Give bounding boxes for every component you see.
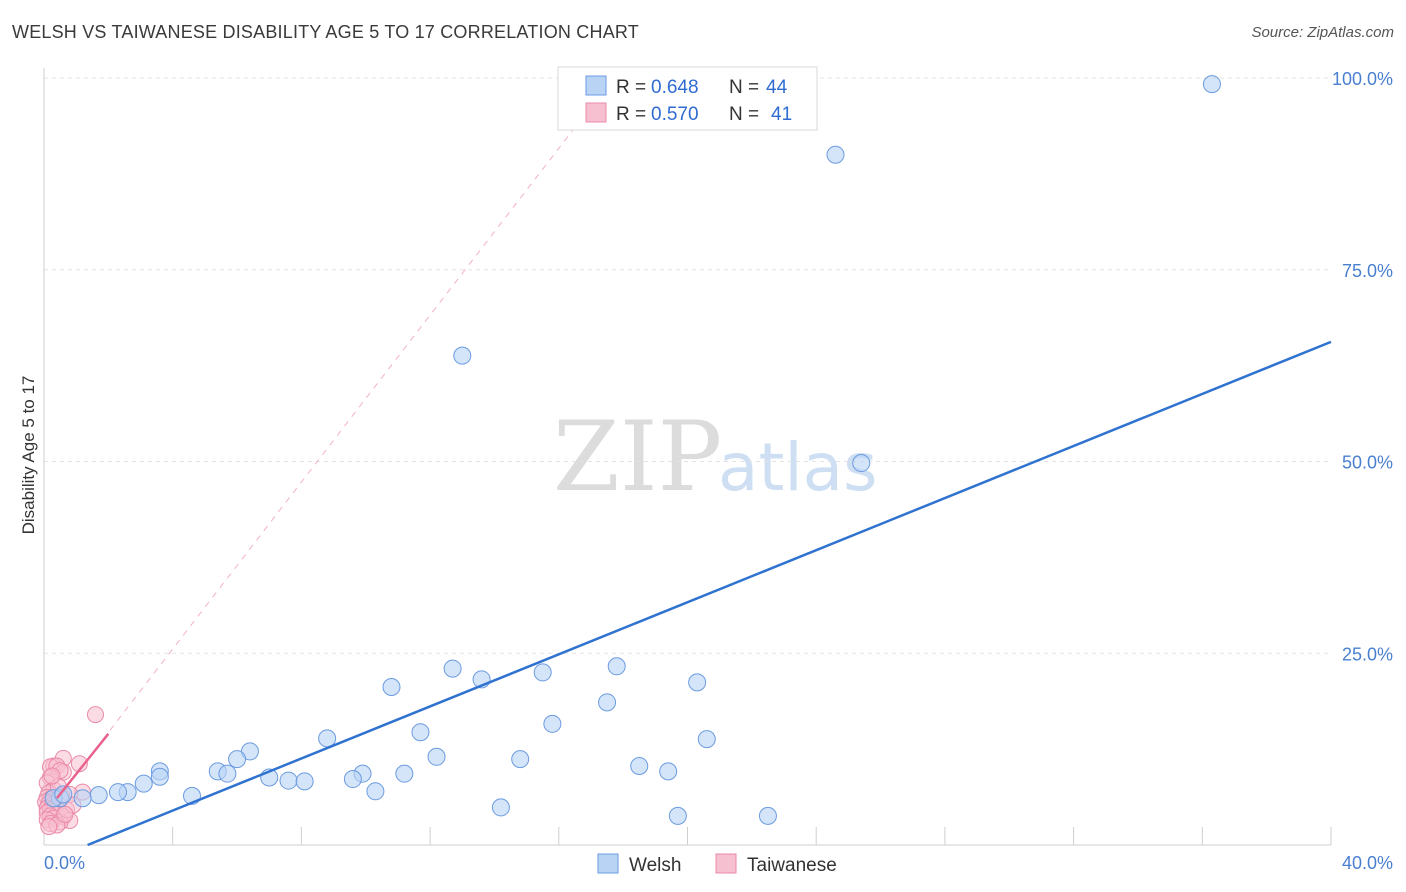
welsh-point xyxy=(295,772,314,791)
watermark-zip: ZIP xyxy=(553,401,722,513)
legend-swatch-taiwanese xyxy=(585,102,607,123)
welsh-point xyxy=(533,663,552,682)
welsh-point xyxy=(491,798,510,817)
welsh-point xyxy=(366,782,385,801)
y-tick-label: 100.0% xyxy=(1332,69,1393,89)
chart-title: WELSH VS TAIWANESE DISABILITY AGE 5 TO 1… xyxy=(12,22,639,42)
x-tick-label-min: 0.0% xyxy=(44,853,85,873)
taiwanese-point xyxy=(86,706,104,724)
bottom-legend-taiwanese: Taiwanese xyxy=(747,855,837,876)
welsh-point xyxy=(73,789,92,808)
welsh-point xyxy=(109,783,128,802)
taiwanese-trendline-extended xyxy=(43,85,608,817)
welsh-point xyxy=(697,730,716,749)
welsh-point xyxy=(443,659,462,678)
welsh-point xyxy=(54,785,73,804)
welsh-point xyxy=(511,750,530,769)
legend-taiwanese-n-value: 41 xyxy=(771,104,792,125)
taiwanese-point xyxy=(40,818,58,836)
welsh-point xyxy=(382,677,401,696)
correlation-legend: R = 0.648 N = 44 R = 0.570 N = 41 xyxy=(557,66,818,131)
welsh-point xyxy=(395,764,414,783)
legend-welsh-r-label: R = xyxy=(616,77,646,98)
welsh-point xyxy=(852,454,871,473)
welsh-point xyxy=(668,806,687,825)
legend-taiwanese-r-value: 0.570 xyxy=(651,104,699,125)
welsh-point xyxy=(427,747,446,766)
welsh-point xyxy=(1202,75,1221,94)
welsh-trendline xyxy=(87,340,1332,847)
welsh-point xyxy=(411,723,430,742)
taiwanese-point xyxy=(56,805,74,823)
legend-welsh-r-value: 0.648 xyxy=(651,77,699,98)
y-tick-label: 25.0% xyxy=(1342,644,1393,664)
trendlines xyxy=(55,340,1332,847)
taiwanese-trendline-dashed xyxy=(43,85,608,817)
watermark-atlas: atlas xyxy=(718,429,878,506)
welsh-point xyxy=(279,771,298,790)
taiwanese-trendline xyxy=(55,733,110,799)
taiwanese-point xyxy=(43,767,61,785)
taiwanese-points xyxy=(37,706,104,836)
welsh-point xyxy=(89,786,108,805)
welsh-point xyxy=(598,693,617,712)
y-tick-label: 75.0% xyxy=(1342,261,1393,281)
welsh-point xyxy=(343,770,362,789)
welsh-point xyxy=(228,750,247,769)
welsh-point xyxy=(630,756,649,775)
legend-welsh-n-value: 44 xyxy=(766,77,788,98)
bottom-legend-welsh: Welsh xyxy=(629,855,681,876)
gridlines: 25.0% 50.0% 75.0% 100.0% xyxy=(44,69,1393,664)
legend-taiwanese-n-label: N = xyxy=(729,104,759,125)
legend-welsh-n-label: N = xyxy=(729,77,759,98)
welsh-points xyxy=(44,75,1221,825)
welsh-point xyxy=(453,346,472,365)
legend-taiwanese-r-label: R = xyxy=(616,104,646,125)
welsh-point xyxy=(688,673,707,692)
welsh-point xyxy=(758,806,777,825)
welsh-point xyxy=(150,767,169,786)
y-axis-title: Disability Age 5 to 17 xyxy=(19,376,38,535)
welsh-point xyxy=(134,774,153,793)
axes: 0.0% 40.0% xyxy=(43,68,1393,873)
bottom-legend-swatch-taiwanese xyxy=(715,853,737,874)
series-legend: Welsh Taiwanese xyxy=(597,853,837,876)
welsh-point xyxy=(607,657,626,676)
welsh-point xyxy=(218,764,237,783)
source-label: Source: ZipAtlas.com xyxy=(1251,24,1394,41)
legend-swatch-welsh xyxy=(585,75,607,96)
welsh-point xyxy=(659,762,678,781)
x-tick-label-max: 40.0% xyxy=(1342,853,1393,873)
bottom-legend-swatch-welsh xyxy=(597,853,619,874)
welsh-point xyxy=(543,714,562,733)
welsh-point xyxy=(826,145,845,164)
y-tick-label: 50.0% xyxy=(1342,453,1393,473)
